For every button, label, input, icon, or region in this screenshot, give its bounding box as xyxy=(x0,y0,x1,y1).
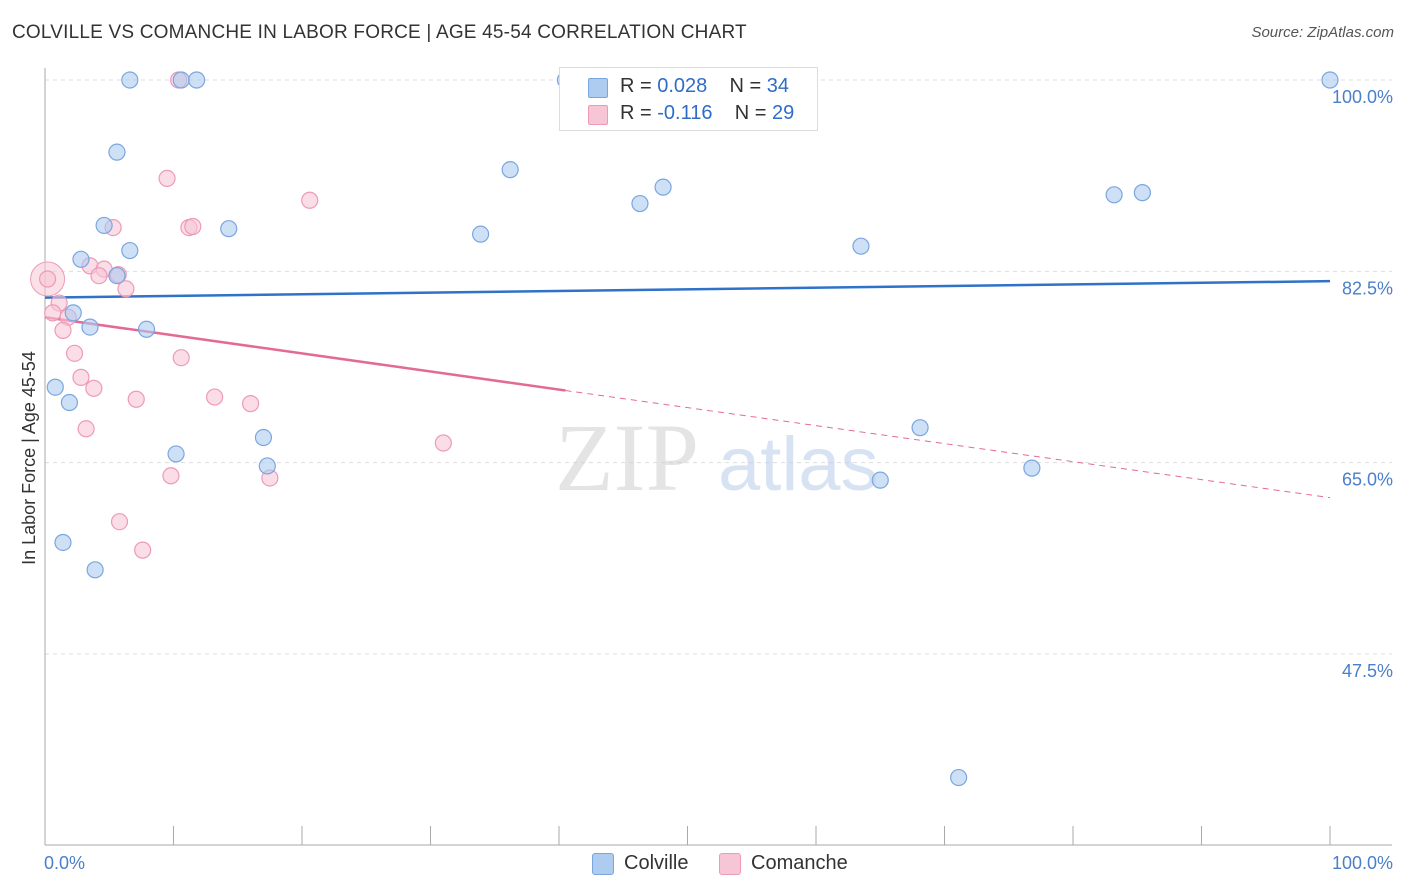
comanche-point xyxy=(127,390,145,408)
colville-point xyxy=(121,71,139,89)
x-tick-label: 0.0% xyxy=(44,853,85,873)
colville-point xyxy=(46,378,64,396)
axes xyxy=(44,68,1392,846)
comanche-point xyxy=(162,467,180,485)
comanche-swatch xyxy=(588,105,608,125)
colville-point xyxy=(1133,184,1151,202)
colville-point xyxy=(172,71,190,89)
colville-point xyxy=(472,225,490,243)
comanche-point xyxy=(158,169,176,187)
colville-point xyxy=(501,161,519,179)
comanche-point xyxy=(44,304,62,322)
colville-point xyxy=(911,419,929,437)
comanche-legend-swatch xyxy=(719,853,741,875)
colville-point xyxy=(258,457,276,475)
comanche-point xyxy=(110,513,129,531)
legend-n-value: 34 xyxy=(766,75,790,97)
colville-legend-swatch xyxy=(592,853,614,875)
colville-point xyxy=(64,304,82,322)
comanche-trend-extension xyxy=(565,390,1331,499)
comanche-point xyxy=(77,420,95,438)
colville-point xyxy=(137,320,156,338)
legend-r-value: -0.116 xyxy=(657,102,713,124)
y-tick-label: 65.0% xyxy=(1342,470,1393,490)
colville-legend-label: Colville xyxy=(624,852,689,874)
colville-point xyxy=(220,220,238,238)
legend-n-value: 29 xyxy=(771,102,795,124)
colville-point xyxy=(852,237,870,255)
colville-point xyxy=(188,71,206,89)
legend-r-label: R = xyxy=(620,102,658,124)
legend-n-label: N = xyxy=(729,75,767,97)
colville-point xyxy=(1105,186,1123,204)
colville-point xyxy=(654,178,672,196)
comanche-point xyxy=(434,434,452,452)
comanche-legend-label: Comanche xyxy=(751,852,848,874)
colville-point xyxy=(54,533,72,552)
y-tick-label: 47.5% xyxy=(1342,661,1393,681)
comanche-point xyxy=(134,541,152,559)
comanche-point xyxy=(90,267,108,285)
colville-point xyxy=(72,250,90,268)
colville-point xyxy=(95,216,113,235)
comanche-point xyxy=(206,388,224,406)
y-tick-label: 100.0% xyxy=(1332,87,1393,107)
colville-point xyxy=(254,428,273,447)
colville-point xyxy=(631,194,649,213)
comanche-point xyxy=(242,395,260,413)
comanche-point xyxy=(172,349,190,367)
comanche-trend-line xyxy=(44,316,566,392)
colville-trend-line xyxy=(44,279,1331,299)
colville-point xyxy=(108,267,126,285)
x-tick-label: 100.0% xyxy=(1332,853,1393,873)
legend-colville-text: R = 0.028 N = 34 xyxy=(620,75,789,98)
colville-point xyxy=(950,768,968,787)
colville-point xyxy=(86,561,104,579)
comanche-point xyxy=(38,270,57,288)
comanche-point xyxy=(117,280,135,298)
watermark-atlas: atlas xyxy=(718,422,879,507)
y-axis-label: In Labor Force | Age 45-54 xyxy=(19,351,39,565)
legend-n-label: N = xyxy=(734,102,772,124)
comanche-point xyxy=(65,344,84,362)
watermark: ZIP atlas xyxy=(555,404,879,511)
colville-point xyxy=(1023,459,1041,477)
legend-r-value: 0.028 xyxy=(657,75,708,97)
colville-swatch xyxy=(588,78,608,98)
comanche-point xyxy=(184,217,202,236)
legend-comanche-text: R = -0.116 N = 29 xyxy=(620,102,794,125)
y-tick-label: 82.5% xyxy=(1342,278,1393,298)
grid-lines xyxy=(45,79,1392,655)
source-credit: Source: ZipAtlas.com xyxy=(1251,24,1394,41)
tick-labels: 100.0% 82.5% 65.0% 47.5% 0.0% 100.0% xyxy=(44,87,1393,873)
colville-point xyxy=(108,143,126,161)
colville-point xyxy=(167,445,185,463)
colville-point xyxy=(60,393,79,412)
legend-r-label: R = xyxy=(620,75,658,97)
comanche-point xyxy=(85,379,103,397)
comanche-point xyxy=(72,368,90,386)
comanche-point xyxy=(301,191,319,209)
chart-title: COLVILLE VS COMANCHE IN LABOR FORCE | AG… xyxy=(12,22,747,43)
colville-point xyxy=(121,241,139,260)
stats-legend: R = 0.028 N = 34 R = -0.116 N = 29 xyxy=(559,67,818,131)
colville-point xyxy=(81,318,99,336)
watermark-zip: ZIP xyxy=(555,404,699,511)
trend-lines xyxy=(44,279,1331,499)
comanche-point xyxy=(54,321,72,339)
colville-point xyxy=(871,471,889,489)
colville-point xyxy=(1321,71,1339,89)
